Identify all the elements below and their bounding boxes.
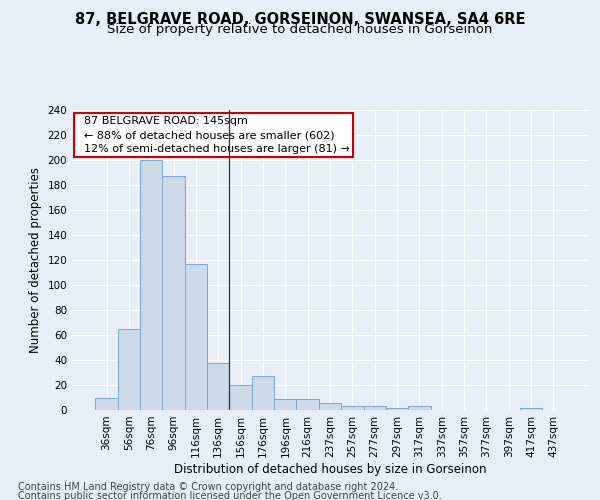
Bar xyxy=(520,408,542,410)
Bar xyxy=(319,402,341,410)
X-axis label: Distribution of detached houses by size in Gorseinon: Distribution of detached houses by size … xyxy=(174,462,486,475)
Bar xyxy=(252,376,274,410)
Text: Contains HM Land Registry data © Crown copyright and database right 2024.: Contains HM Land Registry data © Crown c… xyxy=(18,482,398,492)
Bar xyxy=(386,408,408,410)
Y-axis label: Number of detached properties: Number of detached properties xyxy=(29,167,42,353)
Text: 87, BELGRAVE ROAD, GORSEINON, SWANSEA, SA4 6RE: 87, BELGRAVE ROAD, GORSEINON, SWANSEA, S… xyxy=(75,12,525,28)
Text: Size of property relative to detached houses in Gorseinon: Size of property relative to detached ho… xyxy=(107,22,493,36)
Bar xyxy=(140,160,163,410)
Bar xyxy=(95,398,118,410)
Bar xyxy=(185,264,207,410)
Bar xyxy=(274,399,296,410)
Text: 87 BELGRAVE ROAD: 145sqm
  ← 88% of detached houses are smaller (602)
  12% of s: 87 BELGRAVE ROAD: 145sqm ← 88% of detach… xyxy=(77,116,350,154)
Bar xyxy=(163,176,185,410)
Bar xyxy=(229,385,252,410)
Bar xyxy=(296,399,319,410)
Bar xyxy=(364,406,386,410)
Bar xyxy=(118,329,140,410)
Bar xyxy=(408,406,431,410)
Bar xyxy=(341,406,364,410)
Bar xyxy=(207,362,229,410)
Text: Contains public sector information licensed under the Open Government Licence v3: Contains public sector information licen… xyxy=(18,491,442,500)
